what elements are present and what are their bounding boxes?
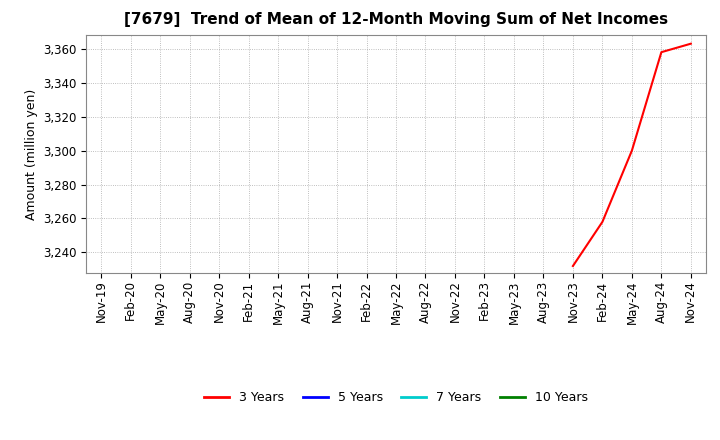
Legend: 3 Years, 5 Years, 7 Years, 10 Years: 3 Years, 5 Years, 7 Years, 10 Years	[199, 386, 593, 409]
Title: [7679]  Trend of Mean of 12-Month Moving Sum of Net Incomes: [7679] Trend of Mean of 12-Month Moving …	[124, 12, 668, 27]
Y-axis label: Amount (million yen): Amount (million yen)	[24, 88, 37, 220]
